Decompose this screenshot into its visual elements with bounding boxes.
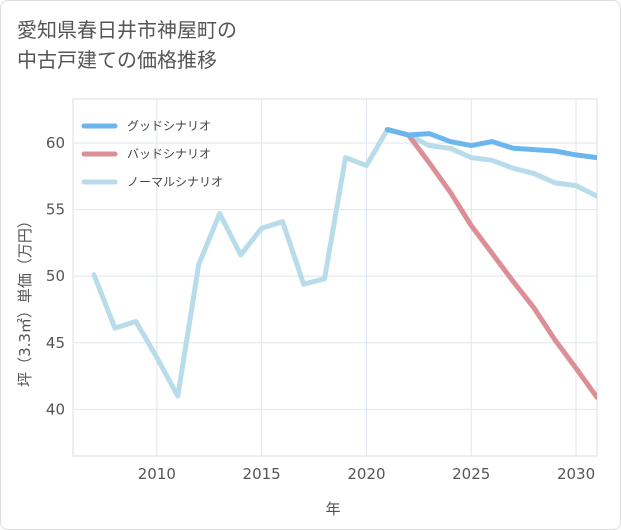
series-line-normal [91,127,597,399]
series-group [91,127,597,400]
title-line-2: 中古戸建ての価格推移 [17,48,217,72]
series-line-bad [384,127,597,400]
x-tick-label-2010: 2010 [138,465,176,483]
legend-label-good: グッドシナリオ [127,119,211,133]
title-line-1: 愛知県春日井市神屋町の [17,18,237,42]
series-line-good [384,127,597,161]
y-tick-label-55: 55 [46,201,65,219]
y-tick-label-50: 50 [46,267,65,285]
legend-label-bad: バッドシナリオ [127,147,211,161]
x-tick-label-2020: 2020 [347,465,385,483]
y-tick-label-60: 60 [46,134,65,152]
y-tick-label-45: 45 [46,334,65,352]
x-tick-label-2025: 2025 [452,465,490,483]
x-axis-label: 年 [325,500,340,518]
legend-label-normal: ノーマルシナリオ [127,175,223,189]
x-tick-label-2015: 2015 [243,465,281,483]
y-axis-label: 坪（3.3㎡）単価（万円） [16,213,34,387]
y-tick-label-40: 40 [46,400,65,418]
page-title: 愛知県春日井市神屋町の 中古戸建ての価格推移 [17,15,577,75]
tick-labels: 2010 2015 2020 2025 2030 40 45 50 55 60 [46,134,595,483]
x-tick-label-2030: 2030 [557,465,595,483]
